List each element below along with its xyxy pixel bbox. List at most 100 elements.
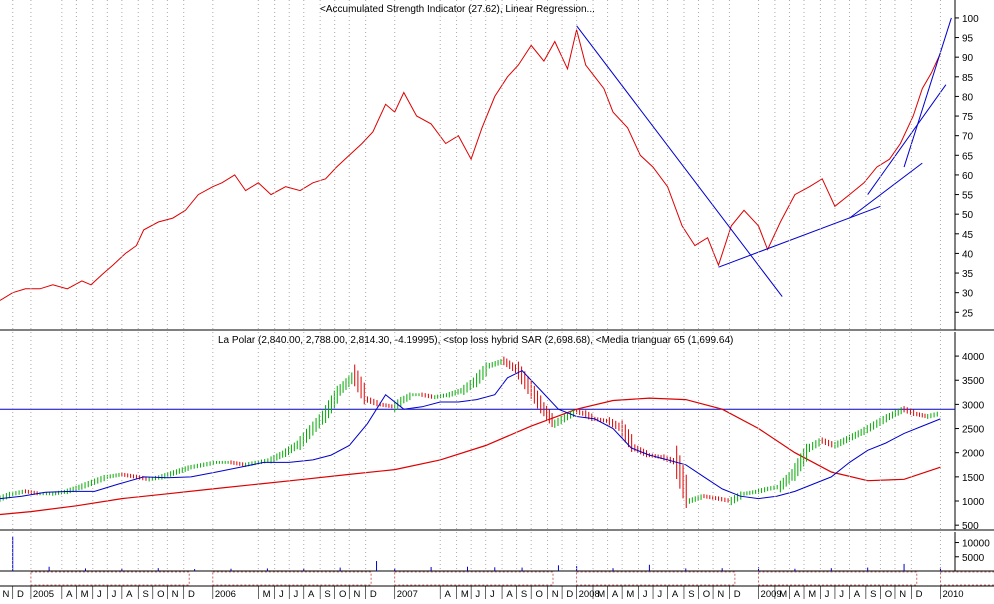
x-year-label: 2008 xyxy=(579,589,600,599)
year-band xyxy=(758,571,918,586)
y-tick-label: 90 xyxy=(962,53,974,64)
y-tick-label: 70 xyxy=(962,132,974,143)
x-year-label: 2006 xyxy=(215,589,236,599)
x-month-label: J xyxy=(643,589,648,599)
trendline xyxy=(849,162,923,219)
x-year-label: 2007 xyxy=(397,589,418,599)
strength-indicator-line xyxy=(0,29,941,301)
x-month-label: J xyxy=(112,589,117,599)
x-month-label: N xyxy=(172,589,179,599)
panel-volume: 5000 10000 xyxy=(0,532,994,572)
trendline xyxy=(576,25,783,297)
x-month-label: S xyxy=(870,589,876,599)
x-month-label: J xyxy=(657,589,662,599)
y-tick-label: 60 xyxy=(962,171,974,182)
y-tick-label: 2500 xyxy=(962,425,985,436)
y-tick-label: 65 xyxy=(962,151,974,162)
x-month-label: A xyxy=(308,589,315,599)
x-month-label: D xyxy=(370,589,377,599)
x-month-label: M xyxy=(779,589,787,599)
x-month-label: O xyxy=(703,589,710,599)
x-month-label: O xyxy=(339,589,346,599)
panel-price: 500 1000 1500 2000 2500 3000 3500 4000 xyxy=(0,332,994,532)
x-month-label: A xyxy=(126,589,133,599)
y-tick-label: 3000 xyxy=(962,400,985,411)
y-tick-label: 1500 xyxy=(962,473,985,484)
x-month-label: A xyxy=(66,589,73,599)
y-tick-label: 3500 xyxy=(962,376,985,387)
x-month-label: D xyxy=(566,589,573,599)
x-month-label: D xyxy=(734,589,741,599)
y-tick-label: 80 xyxy=(962,92,974,103)
trendline xyxy=(903,17,952,168)
y-tick-label: 4000 xyxy=(962,352,985,363)
x-month-label: D xyxy=(188,589,195,599)
x-month-label: N xyxy=(2,589,9,599)
year-band xyxy=(576,571,736,586)
y-tick-label: 55 xyxy=(962,191,974,202)
x-month-label: M xyxy=(461,589,469,599)
year-band xyxy=(394,571,554,586)
x-month-label: J xyxy=(839,589,844,599)
year-band xyxy=(212,571,372,586)
y-tick-label: 95 xyxy=(962,34,974,45)
y-tick-label: 85 xyxy=(962,73,974,84)
x-month-label: A xyxy=(444,589,451,599)
x-month-label: N xyxy=(717,589,724,599)
x-month-label: M xyxy=(263,589,271,599)
year-band xyxy=(30,571,190,586)
y-tick-label: 50 xyxy=(962,210,974,221)
y-tick-label: 75 xyxy=(962,112,974,123)
x-month-label: S xyxy=(143,589,149,599)
x-month-label: A xyxy=(794,589,801,599)
x-month-label: S xyxy=(324,589,330,599)
y-tick-label: 45 xyxy=(962,230,974,241)
y-tick-label: 500 xyxy=(962,521,979,532)
y-tick-label: 40 xyxy=(962,249,974,260)
x-month-label: J xyxy=(97,589,102,599)
x-month-label: S xyxy=(688,589,694,599)
y-tick-label: 35 xyxy=(962,269,974,280)
x-month-label: A xyxy=(506,589,513,599)
trendline xyxy=(718,205,881,268)
y-tick-label: 2000 xyxy=(962,449,985,460)
x-month-label: J xyxy=(475,589,480,599)
x-month-label: J xyxy=(294,589,299,599)
y-tick-label: 100 xyxy=(962,14,979,25)
x-month-label: N xyxy=(899,589,906,599)
x-month-label: M xyxy=(626,589,634,599)
year-band xyxy=(940,571,994,586)
x-month-label: N xyxy=(354,589,361,599)
panel1-header: <Accumulated Strength Indicator (27.62),… xyxy=(320,4,595,15)
x-year-label: 2009 xyxy=(761,589,782,599)
x-month-label: D xyxy=(17,589,24,599)
x-month-label: A xyxy=(854,589,861,599)
stop-loss-sar-line xyxy=(0,369,941,500)
y-tick-label: 5000 xyxy=(962,553,985,564)
x-year-label: 2005 xyxy=(33,589,54,599)
x-month-label: J xyxy=(279,589,284,599)
x-month-label: A xyxy=(672,589,679,599)
y-tick-label: 1000 xyxy=(962,497,985,508)
x-month-label: O xyxy=(885,589,892,599)
panel-strength-indicator: 25 30 35 40 45 50 55 60 65 70 75 80 85 90 95 100 xyxy=(0,0,994,331)
x-month-label: A xyxy=(612,589,619,599)
y-tick-label: 25 xyxy=(962,308,974,319)
x-month-label: M xyxy=(81,589,89,599)
x-month-label: N xyxy=(552,589,559,599)
x-month-label: S xyxy=(521,589,527,599)
panel2-header: La Polar (2,840.00, 2,788.00, 2,814.30, … xyxy=(218,335,733,346)
x-month-label: O xyxy=(157,589,164,599)
x-month-label: D xyxy=(916,589,923,599)
x-month-label: J xyxy=(825,589,830,599)
x-year-label: 2010 xyxy=(942,589,963,599)
x-month-label: J xyxy=(490,589,495,599)
y-tick-label: 30 xyxy=(962,289,974,300)
x-month-label: M xyxy=(597,589,605,599)
y-tick-label: 10000 xyxy=(962,539,990,550)
x-month-label: O xyxy=(535,589,542,599)
